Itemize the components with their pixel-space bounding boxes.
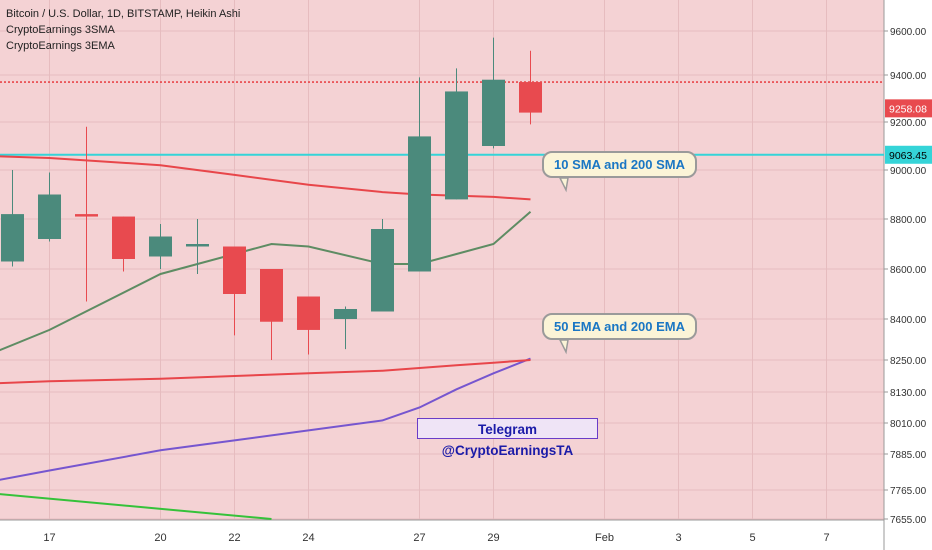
legend-indicator-ema[interactable]: CryptoEarnings 3EMA (6, 40, 115, 52)
legend-indicator-sma[interactable]: CryptoEarnings 3SMA (6, 24, 115, 36)
time-axis-panel (0, 520, 884, 550)
y-tick-label: 8130.00 (890, 388, 927, 399)
y-tick-label: 8010.00 (890, 419, 927, 430)
y-tick-label: 8800.00 (890, 215, 927, 226)
callout-sma: 10 SMA and 200 SMA (542, 151, 698, 178)
price-badge-0[interactable] (885, 99, 932, 118)
line-50-ema[interactable] (0, 357, 531, 492)
candle-body-8[interactable] (260, 269, 283, 322)
y-tick-label: 9200.00 (890, 118, 927, 129)
line-green-line[interactable] (0, 489, 272, 520)
candle-body-3[interactable] (75, 214, 98, 217)
x-tick-label: 27 (413, 532, 425, 544)
x-tick-label: 3 (675, 532, 681, 544)
candle-body-2[interactable] (38, 194, 61, 240)
y-tick-label: 7885.00 (890, 450, 927, 461)
line-200-ema[interactable] (0, 359, 531, 385)
y-tick-label: 8400.00 (890, 315, 927, 326)
y-tick-label: 7765.00 (890, 486, 927, 497)
y-tick-label: 9000.00 (890, 166, 927, 177)
x-tick-label: 7 (823, 532, 829, 544)
legend-symbol-title: Bitcoin / U.S. Dollar, 1D, BITSTAMP, Hei… (6, 8, 241, 20)
price-badge-1[interactable] (885, 145, 932, 164)
line-10-sma[interactable] (0, 210, 532, 360)
chart-legend: Bitcoin / U.S. Dollar, 1D, BITSTAMP, Hei… (6, 6, 240, 54)
y-tick-label: 8250.00 (890, 356, 927, 367)
x-tick-label: Feb (595, 532, 614, 544)
candle-body-10[interactable] (334, 309, 357, 319)
candle-body-9[interactable] (297, 296, 320, 330)
candle-body-15[interactable] (519, 82, 542, 113)
candle-body-6[interactable] (186, 244, 209, 247)
callout-ema: 50 EMA and 200 EMA (542, 313, 698, 340)
candle-body-7[interactable] (223, 246, 246, 295)
candle-body-14[interactable] (482, 79, 505, 146)
candle-body-5[interactable] (149, 236, 172, 257)
x-tick-label: 17 (43, 532, 55, 544)
price-axis-panel (884, 0, 932, 550)
y-tick-label: 9600.00 (890, 27, 927, 38)
callout-ema-pointer (558, 339, 569, 355)
candle-body-1[interactable] (1, 214, 24, 262)
candle-body-4[interactable] (112, 216, 135, 259)
price-badge-label: 9258.08 (889, 103, 927, 115)
telegram-label: Telegram @CryptoEarningsTA (417, 418, 598, 458)
candle-body-13[interactable] (445, 91, 468, 200)
callout-sma-pointer (558, 177, 569, 193)
y-tick-label: 9400.00 (890, 71, 927, 82)
candle-body-11[interactable] (371, 229, 394, 312)
x-tick-label: 20 (154, 532, 166, 544)
x-tick-label: 5 (749, 532, 755, 544)
x-tick-label: 24 (302, 532, 314, 544)
y-tick-label: 7655.00 (890, 515, 927, 526)
x-tick-label: 22 (228, 532, 240, 544)
candle-body-12[interactable] (408, 136, 431, 272)
x-tick-label: 29 (487, 532, 499, 544)
price-badge-label: 9063.45 (889, 150, 927, 162)
y-tick-label: 8600.00 (890, 265, 927, 276)
